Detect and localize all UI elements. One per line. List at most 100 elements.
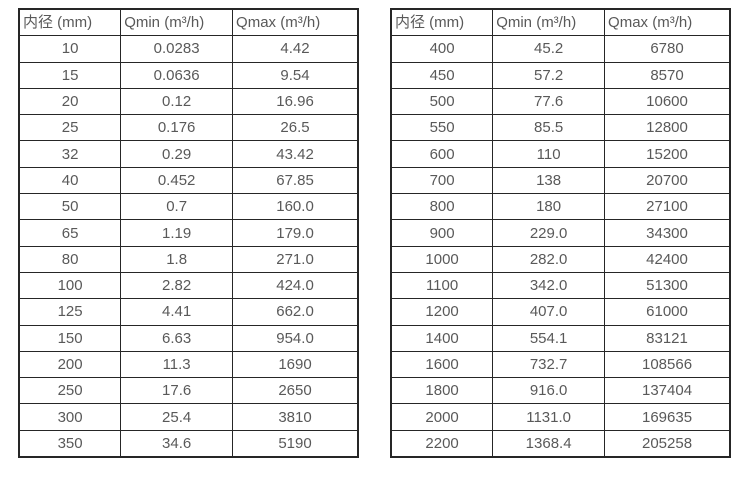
table-row: 25 0.176 26.5	[18, 114, 359, 142]
table-row: 10 0.0283 4.42	[18, 35, 359, 63]
table-cell: 17.6	[120, 377, 234, 405]
table-cell: 954.0	[232, 324, 359, 352]
table-cell: 1800	[390, 377, 494, 405]
table-cell: 4.41	[120, 298, 234, 326]
table-cell: 0.0636	[120, 61, 234, 89]
table-row: 125 4.41 662.0	[18, 298, 359, 326]
table-cell: 0.7	[120, 193, 234, 221]
table-row: 32 0.29 43.42	[18, 140, 359, 168]
table-cell: 1.19	[120, 219, 234, 247]
flow-table-small-diameters: 内径 (mm) Qmin (m³/h) Qmax (m³/h) 10 0.0283…	[18, 8, 359, 459]
table-row: 500 77.6 10600	[390, 87, 731, 116]
col-header-qmin: Qmin (m³/h)	[120, 8, 234, 37]
table-cell: 138	[492, 166, 606, 195]
table-cell: 0.12	[120, 87, 234, 116]
table-row: 65 1.19 179.0	[18, 219, 359, 247]
table-cell: 4.42	[232, 35, 359, 63]
table-cell: 6.63	[120, 324, 234, 352]
table-cell: 700	[390, 166, 494, 195]
table-row: 600 110 15200	[390, 140, 731, 168]
table-cell: 43.42	[232, 140, 359, 168]
table-row: 250 17.6 2650	[18, 377, 359, 405]
table-cell: 550	[390, 114, 494, 142]
table-cell: 250	[18, 377, 122, 405]
table-row: 150 6.63 954.0	[18, 324, 359, 352]
table-cell: 2200	[390, 429, 494, 458]
table-cell: 50	[18, 193, 122, 221]
table-cell: 12800	[604, 114, 731, 142]
table-cell: 25.4	[120, 403, 234, 431]
table-cell: 1100	[390, 271, 494, 300]
table-row: 15 0.0636 9.54	[18, 61, 359, 89]
table-cell: 110	[492, 140, 606, 168]
table-cell: 1400	[390, 324, 494, 352]
table-body: 10 0.0283 4.42 15 0.0636 9.54 20 0.12 16.96 25 0.1…	[18, 35, 359, 458]
table-row: 1600 732.7 108566	[390, 350, 731, 379]
table-cell: 67.85	[232, 166, 359, 195]
table-cell: 2.82	[120, 271, 234, 300]
table-cell: 554.1	[492, 324, 606, 352]
col-header-qmax: Qmax (m³/h)	[604, 8, 731, 37]
table-cell: 9.54	[232, 61, 359, 89]
table-cell: 1690	[232, 350, 359, 379]
col-header-diameter: 内径 (mm)	[18, 8, 122, 37]
flow-table-large-diameters: 内径 (mm) Qmin (m³/h) Qmax (m³/h) 400 45.2 6…	[390, 8, 731, 459]
table-cell: 424.0	[232, 271, 359, 300]
table-cell: 125	[18, 298, 122, 326]
table-cell: 282.0	[492, 245, 606, 273]
table-cell: 45.2	[492, 35, 606, 63]
table-cell: 6780	[604, 35, 731, 63]
table-row: 1000 282.0 42400	[390, 245, 731, 273]
table-cell: 1368.4	[492, 429, 606, 458]
table-cell: 342.0	[492, 271, 606, 300]
table-cell: 0.452	[120, 166, 234, 195]
col-header-qmax: Qmax (m³/h)	[232, 8, 359, 37]
table-cell: 600	[390, 140, 494, 168]
table-cell: 100	[18, 271, 122, 300]
table-cell: 0.0283	[120, 35, 234, 63]
table-cell: 77.6	[492, 87, 606, 116]
table-row: 350 34.6 5190	[18, 429, 359, 458]
table-cell: 229.0	[492, 219, 606, 247]
table-cell: 80	[18, 245, 122, 273]
table-cell: 40	[18, 166, 122, 195]
table-cell: 1600	[390, 350, 494, 379]
table-cell: 150	[18, 324, 122, 352]
table-row: 1100 342.0 51300	[390, 271, 731, 300]
table-cell: 42400	[604, 245, 731, 273]
table-cell: 916.0	[492, 377, 606, 405]
table-row: 1400 554.1 83121	[390, 324, 731, 352]
table-cell: 65	[18, 219, 122, 247]
table-body: 400 45.2 6780 450 57.2 8570 500 77.6 10600 550 85.…	[390, 35, 731, 458]
table-cell: 0.176	[120, 114, 234, 142]
table-cell: 160.0	[232, 193, 359, 221]
table-cell: 1.8	[120, 245, 234, 273]
table-cell: 1000	[390, 245, 494, 273]
table-cell: 5190	[232, 429, 359, 458]
table-cell: 2000	[390, 403, 494, 431]
table-cell: 20700	[604, 166, 731, 195]
table-cell: 8570	[604, 61, 731, 89]
table-cell: 83121	[604, 324, 731, 352]
table-cell: 271.0	[232, 245, 359, 273]
table-cell: 10	[18, 35, 122, 63]
table-cell: 350	[18, 429, 122, 458]
table-cell: 34300	[604, 219, 731, 247]
table-cell: 1200	[390, 298, 494, 326]
table-cell: 800	[390, 193, 494, 221]
table-row: 40 0.452 67.85	[18, 166, 359, 195]
table-row: 1200 407.0 61000	[390, 298, 731, 326]
table-cell: 26.5	[232, 114, 359, 142]
table-header-row: 内径 (mm) Qmin (m³/h) Qmax (m³/h)	[18, 8, 359, 37]
table-cell: 51300	[604, 271, 731, 300]
table-row: 20 0.12 16.96	[18, 87, 359, 116]
table-cell: 400	[390, 35, 494, 63]
table-cell: 169635	[604, 403, 731, 431]
table-cell: 662.0	[232, 298, 359, 326]
table-cell: 15	[18, 61, 122, 89]
table-cell: 3810	[232, 403, 359, 431]
table-row: 80 1.8 271.0	[18, 245, 359, 273]
col-header-diameter: 内径 (mm)	[390, 8, 494, 37]
table-cell: 25	[18, 114, 122, 142]
col-header-qmin: Qmin (m³/h)	[492, 8, 606, 37]
